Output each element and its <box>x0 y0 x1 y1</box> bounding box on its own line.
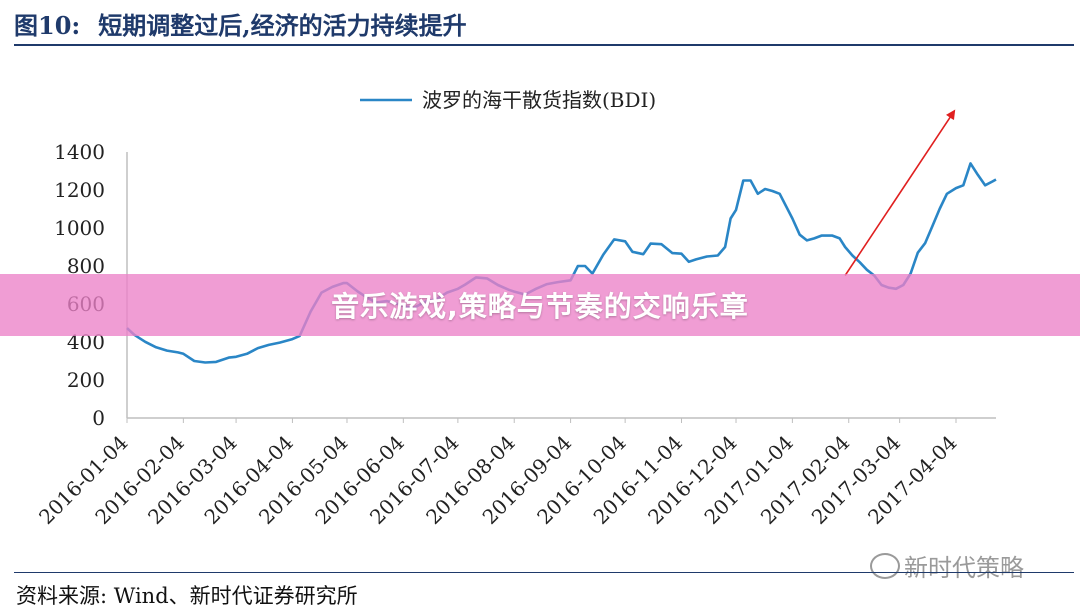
watermark-text: 新时代策略 <box>904 554 1024 582</box>
y-tick-label: 1200 <box>54 178 105 202</box>
y-tick-label: 1000 <box>54 216 105 240</box>
wechat-icon <box>870 552 900 579</box>
overlay-banner-text: 音乐游戏,策略与节奏的交响乐章 <box>331 290 749 323</box>
y-tick-label: 0 <box>92 406 105 430</box>
y-tick-label: 200 <box>67 368 105 392</box>
bottom-divider <box>14 572 1074 573</box>
overlay-banner: 音乐游戏,策略与节奏的交响乐章 <box>0 274 1080 336</box>
watermark: 新时代策略 <box>870 548 1024 583</box>
source-note: 资料来源: Wind、新时代证券研究所 <box>16 584 358 608</box>
figure-title-text: 短期调整过后,经济的活力持续提升 <box>98 11 467 40</box>
figure-title: 图10: 短期调整过后,经济的活力持续提升 <box>14 6 467 41</box>
figure-number: 图10: <box>14 11 81 40</box>
legend-label: 波罗的海干散货指数(BDI) <box>422 88 656 112</box>
trend-arrow <box>844 109 956 276</box>
top-divider <box>14 44 1074 46</box>
y-tick-label: 1400 <box>54 140 105 164</box>
